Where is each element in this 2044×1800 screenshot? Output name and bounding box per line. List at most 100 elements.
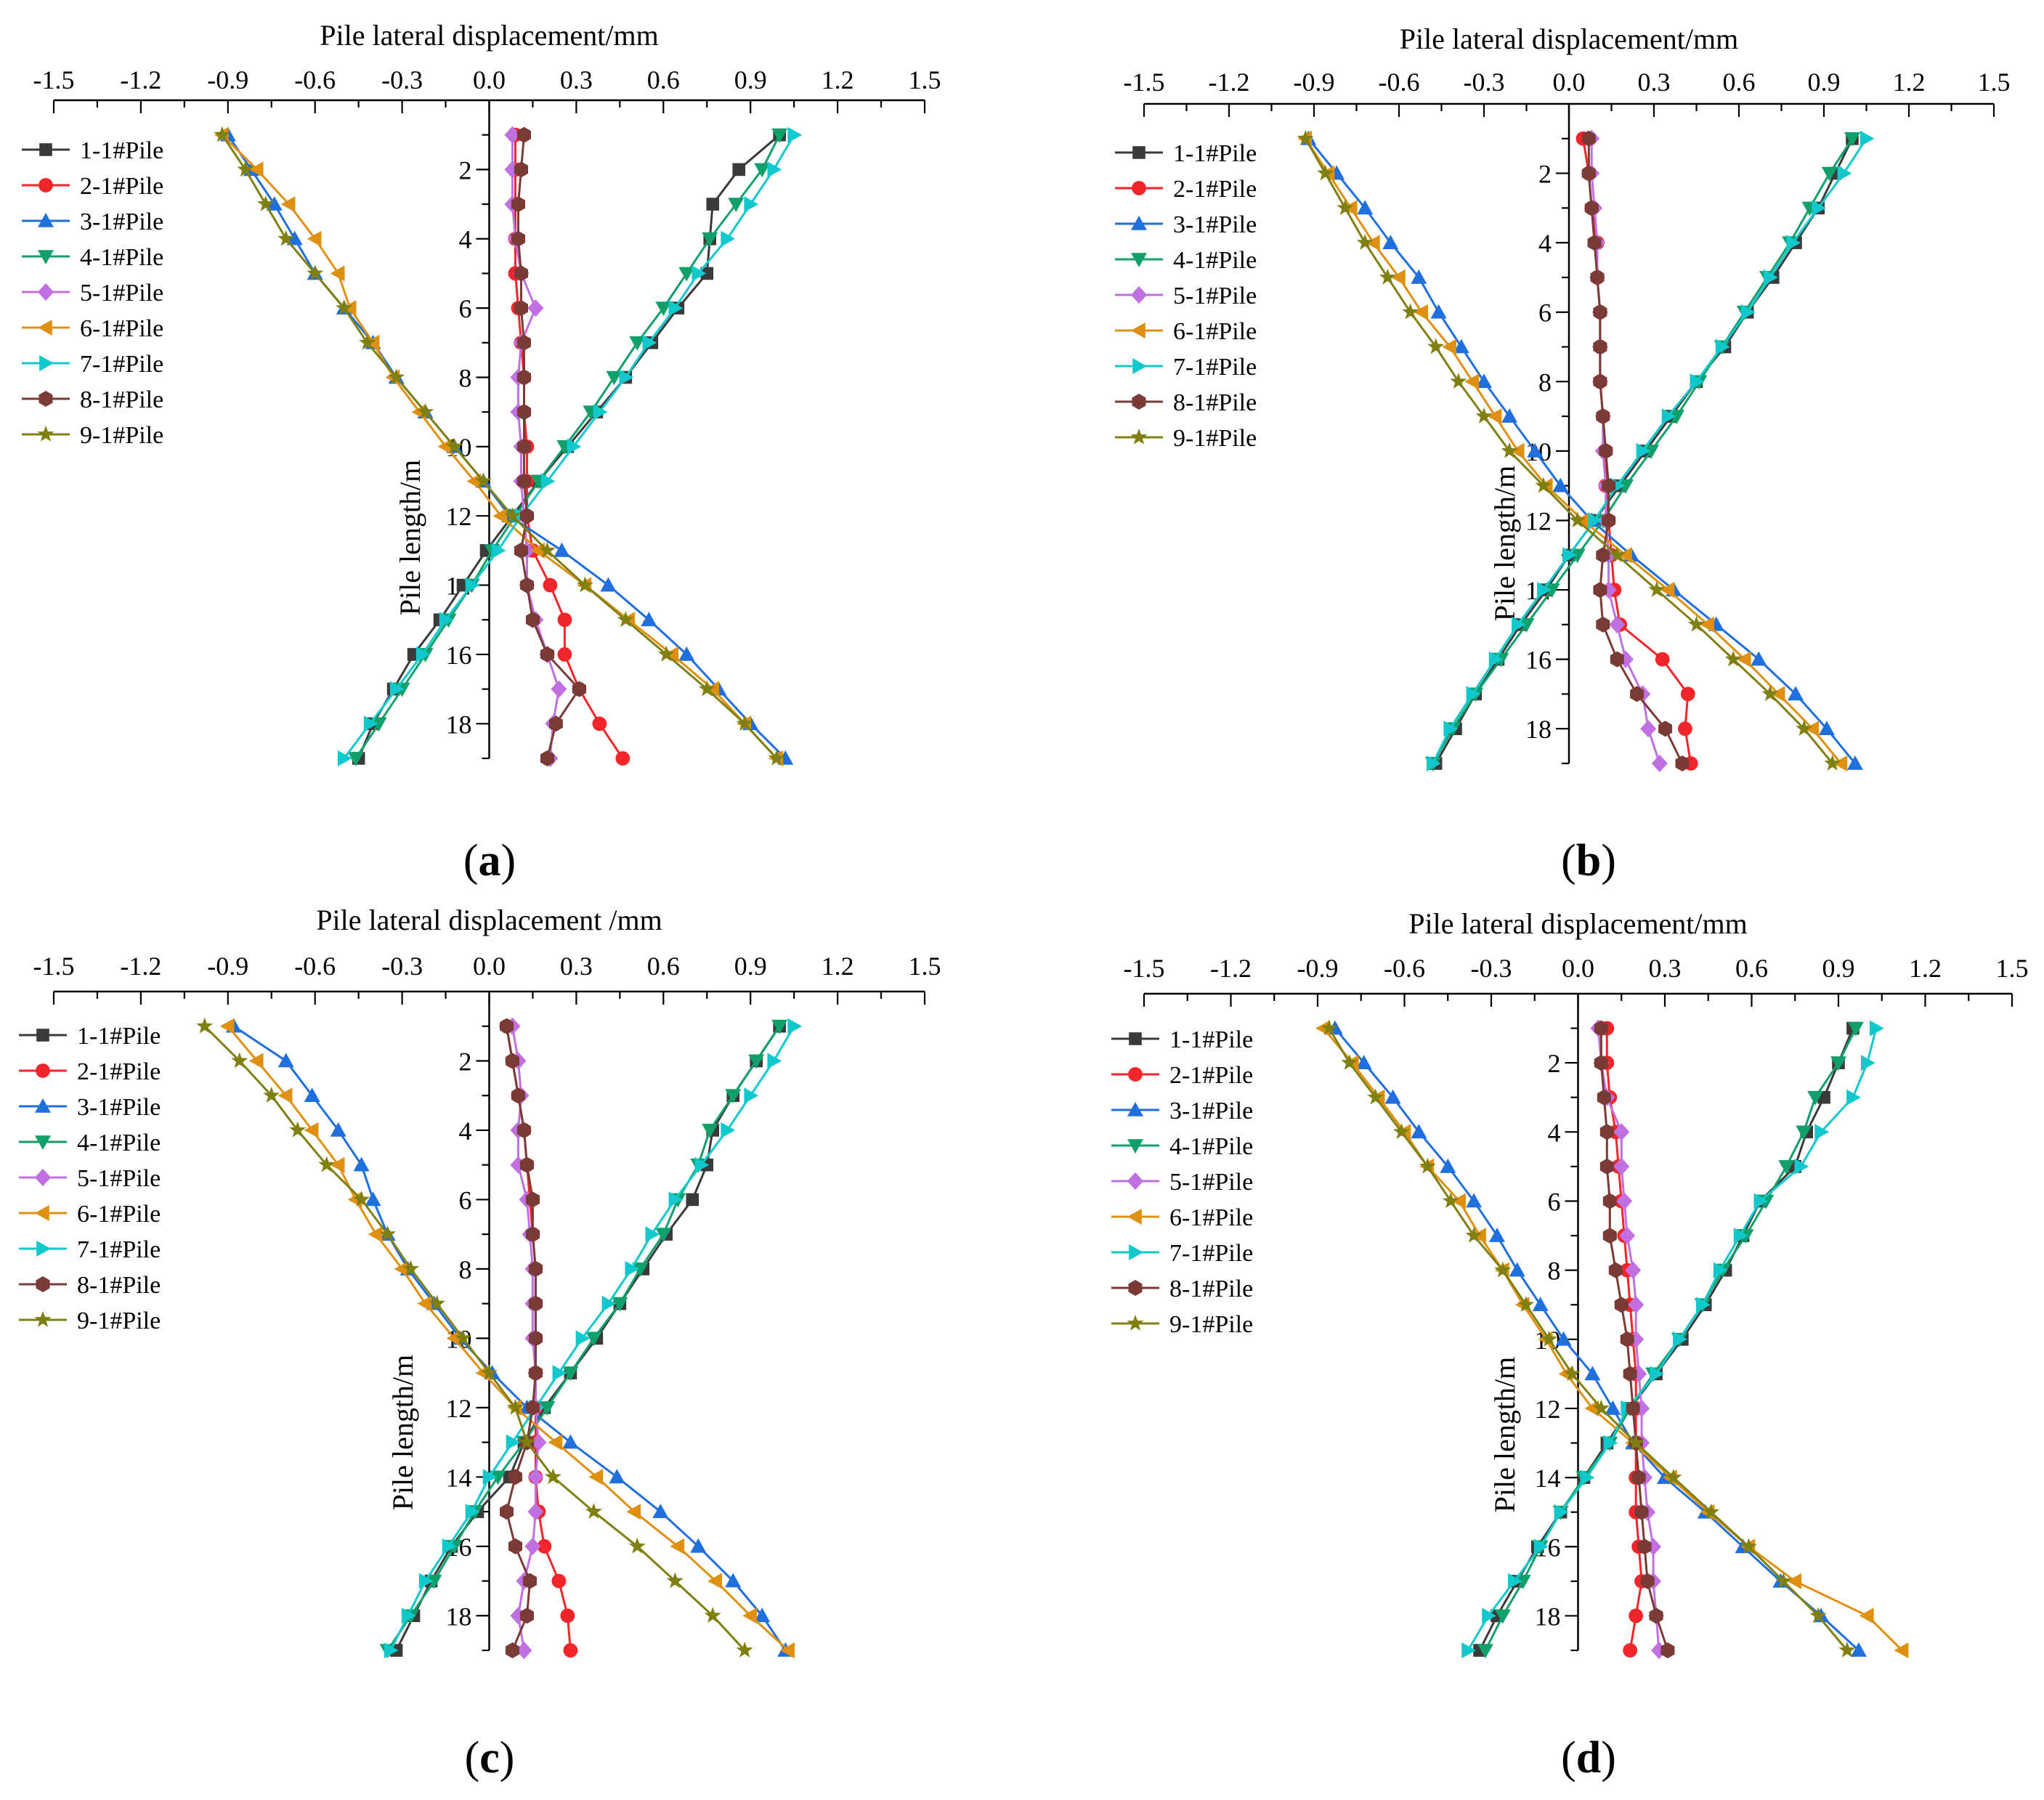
series-line bbox=[227, 134, 787, 760]
legend-item: 6-1#Pile bbox=[22, 315, 163, 342]
data-point bbox=[771, 128, 788, 143]
data-point bbox=[514, 265, 528, 282]
data-point bbox=[388, 368, 405, 385]
y-tick-label: 4 bbox=[1548, 1118, 1561, 1147]
data-point bbox=[514, 161, 528, 178]
series-8-1-pile bbox=[1581, 130, 1690, 771]
data-point bbox=[1593, 582, 1607, 599]
data-point bbox=[525, 1226, 540, 1243]
data-point bbox=[219, 1018, 235, 1034]
legend-label: 3-1#Pile bbox=[77, 1094, 161, 1121]
legend-marker bbox=[37, 425, 54, 442]
data-point bbox=[1482, 1608, 1496, 1624]
x-axis-title: Pile lateral displacement/mm bbox=[1400, 23, 1739, 55]
legend-item: 1-1#Pile bbox=[22, 137, 163, 164]
data-point bbox=[318, 1156, 336, 1172]
legend-marker bbox=[39, 143, 52, 156]
data-point bbox=[1733, 1228, 1748, 1244]
x-tick-label: 0.9 bbox=[1808, 68, 1841, 97]
data-point bbox=[538, 541, 556, 558]
data-point bbox=[518, 1433, 535, 1450]
series-7-1-pile bbox=[1427, 130, 1875, 771]
series-1-1-pile bbox=[1473, 1021, 1860, 1657]
data-point bbox=[540, 473, 556, 490]
x-tick-label: 0.6 bbox=[1735, 954, 1768, 983]
data-point bbox=[465, 577, 480, 593]
data-point bbox=[1588, 512, 1603, 529]
data-point bbox=[1581, 130, 1596, 147]
series-8-1-pile bbox=[511, 126, 586, 766]
legend-marker bbox=[36, 1276, 50, 1292]
legend-item: 7-1#Pile bbox=[19, 1236, 161, 1263]
data-point bbox=[1494, 1261, 1512, 1278]
data-point bbox=[707, 1573, 722, 1589]
data-point bbox=[511, 1087, 525, 1104]
data-point bbox=[1700, 616, 1714, 633]
legend-marker bbox=[1127, 1102, 1143, 1116]
data-point bbox=[1628, 1296, 1644, 1314]
data-point bbox=[655, 301, 672, 317]
series-line bbox=[232, 1025, 787, 1651]
data-point bbox=[641, 612, 657, 627]
data-point bbox=[1391, 269, 1406, 285]
data-point bbox=[1613, 1157, 1630, 1175]
chart-panel-b: -1.5 -1.2 -0.9 -0.6 -0.3 0.0 0.3 0.6 0.9 1.2 1.5 2 4… bbox=[1115, 23, 2011, 885]
data-point bbox=[466, 473, 482, 490]
legend-item: 1-1#Pile bbox=[1111, 1026, 1253, 1053]
panel-label-paren-open: ( bbox=[463, 836, 479, 885]
legend-marker bbox=[1128, 1280, 1143, 1296]
x-tick-label: 0.9 bbox=[734, 65, 767, 94]
data-point bbox=[1602, 512, 1616, 529]
legend-item: 8-1#Pile bbox=[22, 386, 163, 413]
legend-label: 4-1#Pile bbox=[1169, 1133, 1253, 1160]
data-point bbox=[1356, 234, 1374, 250]
legend-label: 1-1#Pile bbox=[80, 137, 163, 164]
data-point bbox=[1609, 615, 1626, 633]
data-point bbox=[1814, 1124, 1830, 1140]
data-point bbox=[1584, 1400, 1599, 1416]
data-point bbox=[1640, 720, 1657, 738]
legend-label: 6-1#Pile bbox=[1169, 1204, 1253, 1231]
data-point bbox=[768, 749, 785, 766]
chart-panel-d: -1.5 -1.2 -0.9 -0.6 -0.3 0.0 0.3 0.6 0.9 1.2 1.5 2 4… bbox=[1111, 907, 2029, 1783]
data-point bbox=[1623, 1366, 1637, 1382]
data-point bbox=[1680, 686, 1695, 702]
x-tick-label: -1.2 bbox=[1210, 954, 1252, 983]
data-point bbox=[516, 1641, 532, 1660]
x-tick-label: -0.9 bbox=[1297, 954, 1339, 983]
data-point bbox=[626, 1504, 641, 1520]
data-point bbox=[1618, 547, 1632, 564]
data-point bbox=[1678, 721, 1692, 737]
legend-marker bbox=[38, 391, 53, 407]
data-point bbox=[528, 1295, 543, 1312]
legend-label: 4-1#Pile bbox=[1173, 247, 1257, 274]
data-point bbox=[1796, 720, 1813, 736]
data-point bbox=[1794, 1158, 1809, 1175]
legend-label: 8-1#Pile bbox=[80, 386, 163, 413]
y-tick-label: 16 bbox=[1525, 646, 1552, 675]
data-point bbox=[601, 1295, 617, 1312]
legend-marker bbox=[1127, 1139, 1143, 1154]
data-point bbox=[1844, 132, 1860, 147]
series-8-1-pile bbox=[1594, 1020, 1675, 1658]
data-point bbox=[1660, 582, 1675, 599]
data-point bbox=[1367, 1088, 1384, 1105]
data-point bbox=[516, 334, 531, 351]
data-point bbox=[1846, 755, 1863, 770]
data-point bbox=[1696, 1297, 1711, 1313]
data-point bbox=[1450, 373, 1467, 389]
data-point bbox=[1464, 373, 1480, 390]
legend-item: 5-1#Pile bbox=[1115, 283, 1257, 309]
data-point bbox=[612, 1297, 628, 1312]
data-point bbox=[1809, 1607, 1827, 1623]
data-point bbox=[1541, 1330, 1558, 1347]
data-point bbox=[418, 1573, 434, 1589]
data-point bbox=[1488, 651, 1504, 668]
panel-label: (d) bbox=[1561, 1733, 1616, 1783]
series-9-1-pile bbox=[1297, 129, 1841, 771]
data-point bbox=[552, 1365, 567, 1382]
data-point bbox=[787, 1018, 803, 1034]
panel-label-paren-close: ) bbox=[1601, 1733, 1616, 1783]
data-point bbox=[263, 1087, 280, 1103]
series-7-1-pile bbox=[337, 126, 803, 766]
